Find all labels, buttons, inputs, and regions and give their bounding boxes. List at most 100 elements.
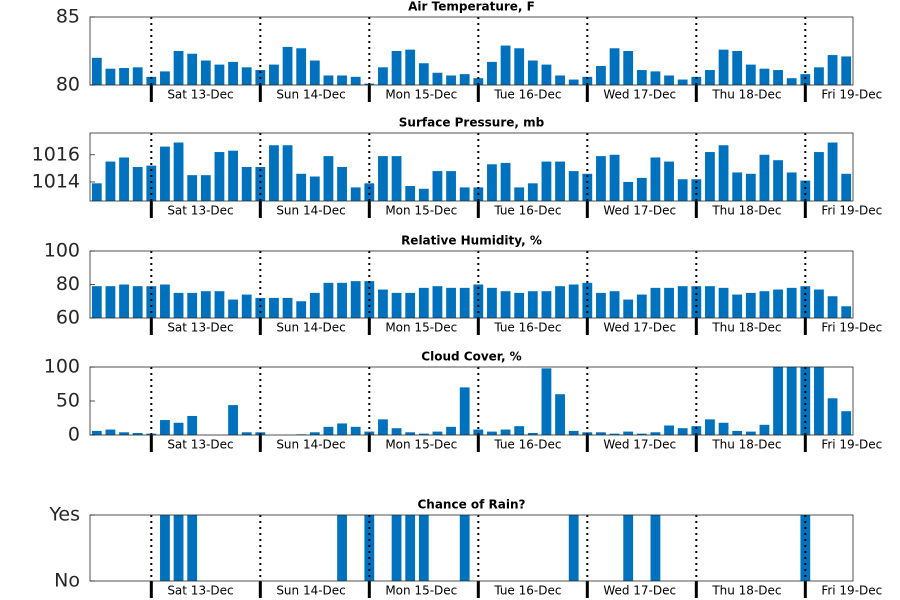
x-tick-label: Fri 19-Dec <box>821 438 882 452</box>
bar <box>296 173 307 201</box>
bar <box>160 146 170 201</box>
bar <box>827 296 838 318</box>
bar <box>269 64 279 85</box>
bar <box>500 162 511 201</box>
bar <box>636 294 647 318</box>
bar <box>732 172 743 201</box>
bar <box>650 432 661 435</box>
bar <box>241 294 252 318</box>
bar <box>418 188 429 201</box>
bar <box>718 145 729 201</box>
bar <box>255 167 266 201</box>
bar <box>623 431 634 435</box>
bar <box>664 161 674 201</box>
bar <box>541 64 552 85</box>
x-tick-label: Mon 15-Dec <box>385 584 457 598</box>
bar <box>759 154 770 201</box>
bar <box>200 175 211 201</box>
bar <box>418 287 429 318</box>
bar <box>759 424 770 435</box>
bar <box>609 291 620 318</box>
y-tick-label: No <box>54 570 80 592</box>
panel-title: Surface Pressure, mb <box>399 116 545 130</box>
plot-area <box>90 515 853 581</box>
bar <box>745 431 756 435</box>
bar <box>432 171 443 201</box>
bar <box>364 183 375 201</box>
bar <box>350 76 361 85</box>
bar <box>459 187 470 201</box>
bar <box>309 292 320 318</box>
bar <box>91 430 102 435</box>
x-tick-label: Thu 18-Dec <box>711 438 781 452</box>
bar <box>160 515 170 581</box>
bar <box>228 405 238 435</box>
bar <box>609 433 620 435</box>
bar <box>636 177 647 201</box>
bar <box>296 301 307 318</box>
bar <box>568 430 579 435</box>
bar <box>378 419 388 435</box>
bar <box>732 294 743 318</box>
x-tick-label: Sun 14-Dec <box>276 204 345 218</box>
bar <box>309 60 320 85</box>
bar <box>705 70 715 85</box>
bar <box>623 515 634 581</box>
bar <box>841 411 852 435</box>
x-tick-label: Tue 16-Dec <box>493 321 561 335</box>
plot-frame <box>89 514 854 582</box>
plot-frame <box>89 250 854 319</box>
bar <box>582 76 593 85</box>
bar <box>609 48 620 85</box>
bar <box>786 78 797 85</box>
bar <box>132 286 143 318</box>
bar <box>691 426 702 435</box>
bar <box>91 57 102 85</box>
bar <box>105 286 116 318</box>
bar <box>514 426 525 435</box>
bar <box>187 292 198 318</box>
bar <box>214 152 225 201</box>
plot-frame <box>89 132 854 202</box>
bar <box>732 51 743 85</box>
bar <box>146 286 157 318</box>
bar <box>773 70 783 85</box>
bar <box>187 53 198 85</box>
bar <box>119 432 129 435</box>
bar <box>732 430 743 435</box>
bar <box>200 291 211 318</box>
bar <box>282 46 293 85</box>
bar <box>705 152 715 201</box>
bar <box>391 292 402 318</box>
bar <box>773 160 783 201</box>
x-tick-label: Mon 15-Dec <box>385 204 457 218</box>
bar <box>473 429 484 435</box>
y-tick-label: 50 <box>56 390 80 412</box>
bar <box>228 61 238 85</box>
x-tick-label: Wed 17-Dec <box>603 438 676 452</box>
bar <box>500 291 511 318</box>
plot-frame <box>89 16 854 86</box>
bar <box>568 284 579 318</box>
bar <box>119 157 129 201</box>
bar <box>487 164 497 201</box>
bar <box>269 297 279 318</box>
bar <box>473 78 484 85</box>
bar <box>323 156 334 201</box>
x-tick-label: Thu 18-Dec <box>711 321 781 335</box>
bar <box>337 515 347 581</box>
x-tick-label: Thu 18-Dec <box>711 88 781 102</box>
bar <box>132 432 143 435</box>
bar <box>773 289 783 318</box>
bar <box>514 292 525 318</box>
x-tick-label: Mon 15-Dec <box>385 438 457 452</box>
bar <box>91 286 102 318</box>
y-tick-label: 1014 <box>32 170 80 192</box>
x-tick-label: Wed 17-Dec <box>603 584 676 598</box>
bar <box>91 183 102 201</box>
bar <box>269 145 279 201</box>
bar <box>187 415 198 435</box>
bar <box>459 515 470 581</box>
